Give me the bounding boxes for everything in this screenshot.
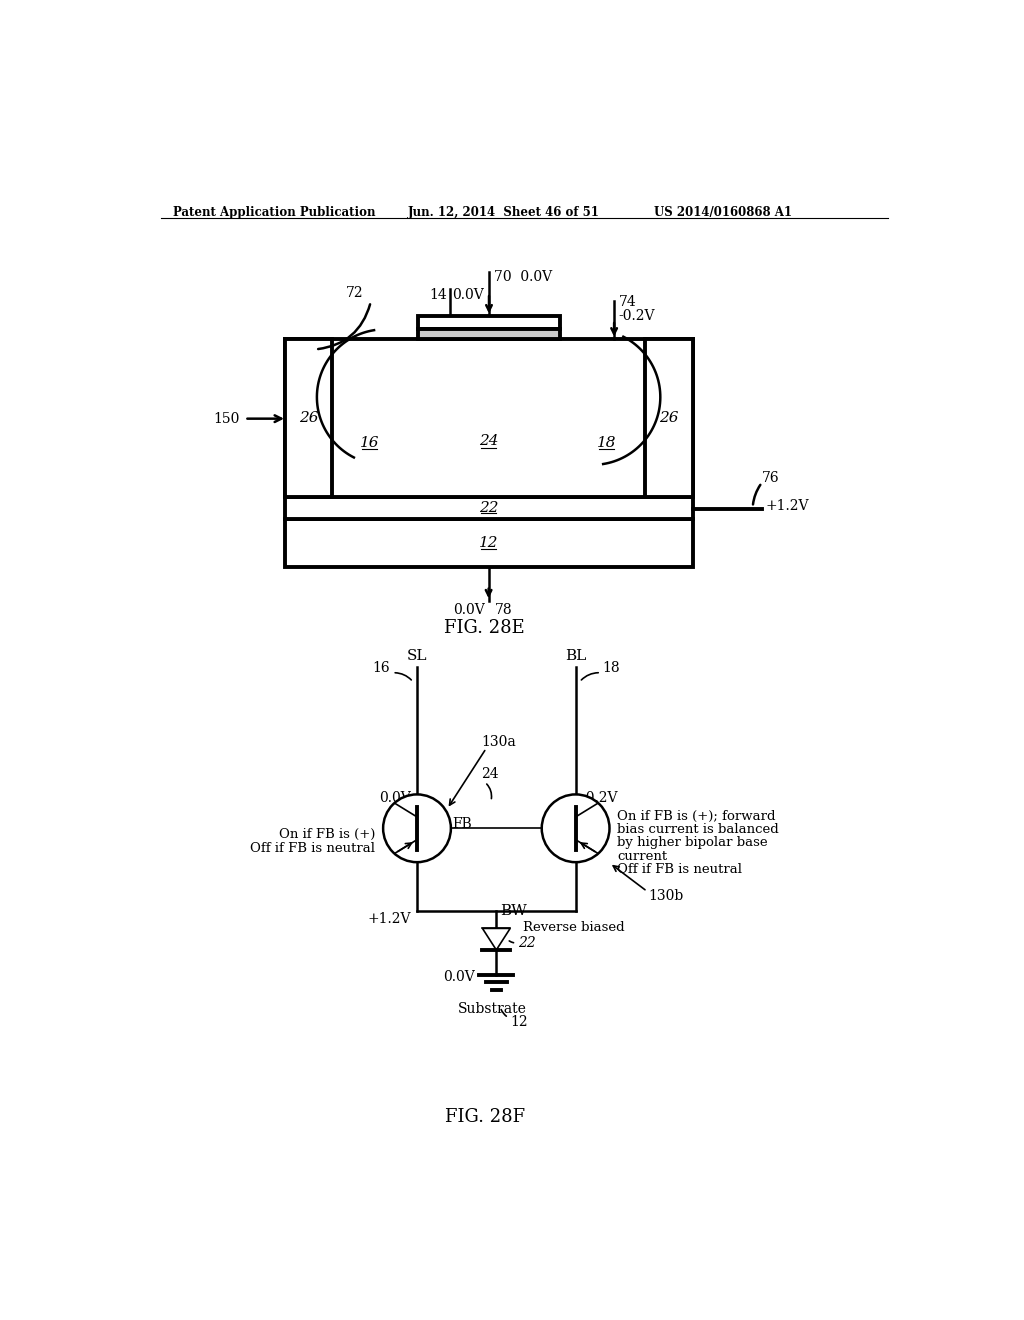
Text: 150: 150 [214, 412, 240, 425]
Text: 72: 72 [345, 286, 364, 300]
Text: 18: 18 [597, 437, 616, 450]
Text: 12: 12 [510, 1015, 527, 1028]
Text: 70  0.0V: 70 0.0V [494, 271, 552, 284]
Bar [645, 339, 692, 498]
Text: On if FB is (+); forward: On if FB is (+); forward [617, 810, 776, 824]
Text: 26: 26 [299, 412, 318, 425]
Bar [418, 317, 560, 330]
Bar [285, 519, 692, 566]
Text: BL: BL [565, 648, 587, 663]
Text: -0.2V: -0.2V [618, 309, 655, 322]
Text: current: current [617, 850, 668, 862]
Text: 22: 22 [479, 502, 499, 515]
Text: 62: 62 [480, 327, 498, 342]
Text: 16: 16 [373, 661, 390, 675]
Text: 0.0V: 0.0V [453, 603, 484, 616]
Text: FB: FB [453, 817, 472, 832]
Text: 16: 16 [359, 437, 379, 450]
Text: Reverse biased: Reverse biased [523, 921, 625, 935]
Text: FIG. 28E: FIG. 28E [444, 619, 525, 638]
Bar [285, 498, 692, 519]
Text: Off if FB is neutral: Off if FB is neutral [251, 842, 376, 855]
Text: 24: 24 [479, 434, 499, 449]
Text: -0.2V: -0.2V [582, 791, 618, 804]
Bar [285, 339, 333, 498]
Text: Patent Application Publication: Patent Application Publication [173, 206, 376, 219]
Polygon shape [482, 928, 510, 950]
Text: Jun. 12, 2014  Sheet 46 of 51: Jun. 12, 2014 Sheet 46 of 51 [408, 206, 600, 219]
Text: 0.0V: 0.0V [379, 791, 411, 804]
Text: BW: BW [500, 904, 527, 917]
Text: 74: 74 [618, 296, 637, 309]
Text: FIG. 28F: FIG. 28F [444, 1107, 525, 1126]
Text: 24: 24 [481, 767, 499, 781]
Text: +1.2V: +1.2V [368, 912, 411, 927]
Text: 26: 26 [659, 412, 679, 425]
Ellipse shape [542, 795, 609, 862]
Text: 12: 12 [479, 536, 499, 549]
Text: 0.0V: 0.0V [452, 288, 483, 302]
Bar [418, 330, 560, 339]
Bar [285, 339, 692, 498]
Text: 130a: 130a [481, 735, 516, 748]
Text: bias current is balanced: bias current is balanced [617, 824, 779, 837]
Text: 22: 22 [518, 936, 536, 950]
Text: 78: 78 [495, 603, 512, 616]
Text: US 2014/0160868 A1: US 2014/0160868 A1 [654, 206, 793, 219]
Text: 14: 14 [429, 288, 447, 302]
Text: On if FB is (+): On if FB is (+) [280, 828, 376, 841]
Text: by higher bipolar base: by higher bipolar base [617, 837, 768, 850]
Text: 76: 76 [762, 471, 779, 484]
Text: 18: 18 [602, 661, 621, 675]
Text: 130b: 130b [649, 890, 684, 903]
Text: 60: 60 [480, 315, 498, 330]
Ellipse shape [383, 795, 451, 862]
Text: Off if FB is neutral: Off if FB is neutral [617, 862, 742, 875]
Text: +1.2V: +1.2V [765, 499, 809, 513]
Text: Substrate: Substrate [458, 1002, 527, 1015]
Text: SL: SL [407, 648, 427, 663]
Text: 0.0V: 0.0V [443, 970, 475, 983]
